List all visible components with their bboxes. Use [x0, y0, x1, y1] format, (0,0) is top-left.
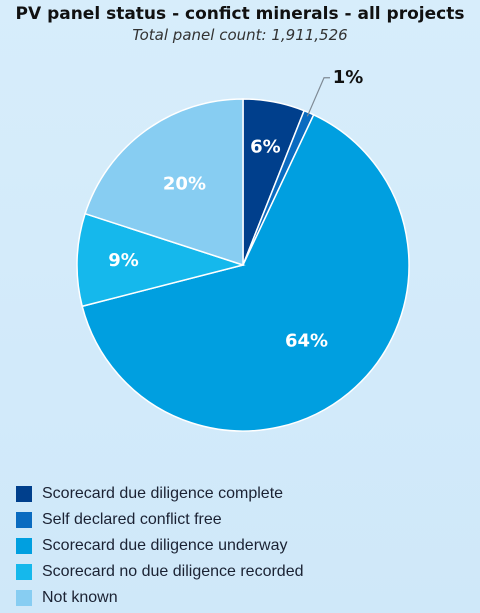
pie-slice-5: [84, 98, 244, 267]
legend: Scorecard due diligence complete Self dec…: [16, 481, 304, 611]
legend-swatch: [16, 538, 32, 554]
slice-data-label: 64%: [285, 331, 328, 352]
legend-swatch: [16, 486, 32, 502]
chart-title: PV panel status - confict minerals - all…: [15, 4, 465, 24]
legend-swatch: [16, 512, 32, 528]
legend-label: Scorecard due diligence underway: [42, 537, 288, 554]
legend-item: Scorecard due diligence complete: [16, 481, 304, 507]
legend-item: Scorecard due diligence underway: [16, 533, 304, 559]
pie-chart: 6% 1% 64% 9% 20%: [76, 67, 410, 432]
legend-item: Scorecard no due diligence recorded: [16, 559, 304, 585]
legend-label: Scorecard no due diligence recorded: [42, 563, 304, 580]
slice-data-label: 20%: [163, 173, 206, 194]
legend-label: Self declared conflict free: [42, 511, 222, 528]
legend-label: Scorecard due diligence complete: [42, 485, 284, 502]
legend-swatch: [16, 564, 32, 580]
chart-subtitle: Total panel count: 1,911,526: [132, 26, 348, 44]
slice-data-label: 9%: [108, 250, 139, 271]
pie-slice-3: [81, 113, 410, 432]
legend-item: Self declared conflict free: [16, 507, 304, 533]
legend-label: Not known: [42, 589, 118, 606]
slice-data-label: 6%: [250, 137, 281, 158]
pie-slice-4: [76, 212, 246, 308]
legend-swatch: [16, 590, 32, 606]
leader-line: [306, 77, 331, 117]
legend-item: Not known: [16, 585, 304, 611]
slice-data-label: 1%: [333, 67, 364, 88]
